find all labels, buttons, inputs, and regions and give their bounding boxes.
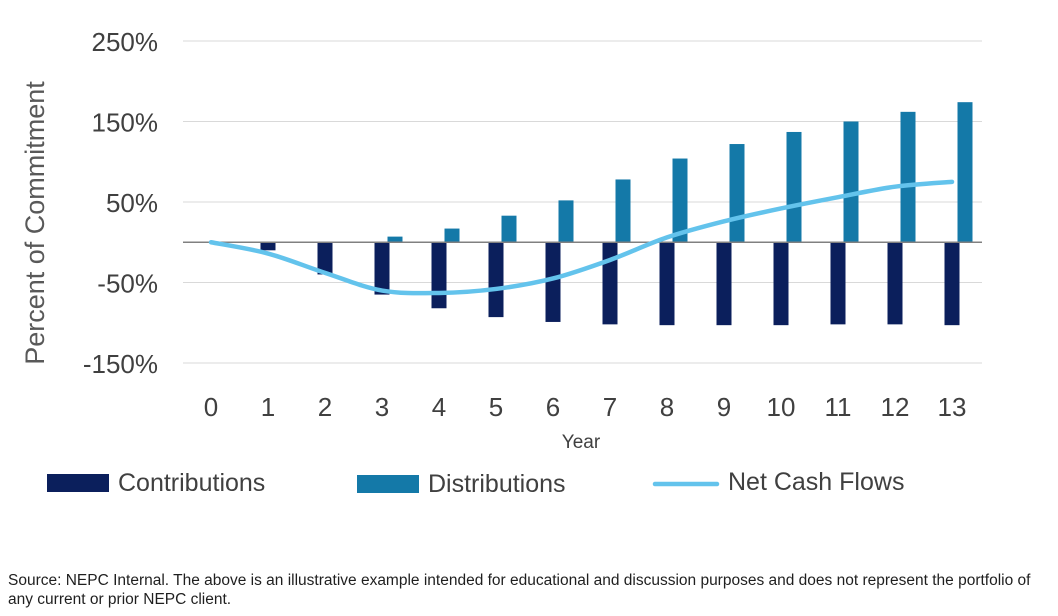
bar-distributions <box>843 121 859 243</box>
bar-distributions <box>558 200 574 243</box>
x-tick-label: 6 <box>546 392 560 422</box>
y-tick-label: 50% <box>106 188 158 218</box>
legend-label-contributions: Contributions <box>118 469 265 497</box>
x-tick-label: 3 <box>375 392 389 422</box>
legend-label-distributions: Distributions <box>428 470 566 498</box>
bar-contributions <box>602 242 618 325</box>
bar-contributions <box>431 242 447 309</box>
net-cash-flows-line <box>208 179 955 296</box>
bar-contributions <box>773 242 789 326</box>
source-footnote: Source: NEPC Internal. The above is an i… <box>8 572 1031 608</box>
bar-distributions <box>957 102 973 243</box>
x-tick-labels: 0 1 2 3 4 5 6 7 8 9 10 11 12 13 <box>204 392 967 422</box>
chart: 250%150%50%-50%-150% 0 1 2 3 4 5 6 7 8 9 10 11 12 13 … <box>20 27 982 498</box>
bar-distributions <box>900 111 916 243</box>
bar-distributions <box>444 228 460 243</box>
bar-contributions <box>659 242 675 326</box>
legend-swatch-contributions <box>47 474 109 492</box>
y-tick-label: 150% <box>92 108 159 138</box>
x-tick-label: 2 <box>318 392 332 422</box>
y-tick-labels: 250% 150% 50% -50% -150% <box>83 27 158 379</box>
gridlines <box>183 40 982 364</box>
x-tick-label: 11 <box>825 392 852 422</box>
distributions-bars <box>387 102 973 243</box>
bar-distributions <box>786 131 802 243</box>
bar-contributions <box>260 242 276 251</box>
bar-contributions <box>830 242 846 325</box>
legend-label-net-cash-flows: Net Cash Flows <box>728 468 904 496</box>
x-tick-label: 12 <box>881 392 910 422</box>
bar-distributions <box>729 144 745 243</box>
y-tick-label: 250% <box>92 27 159 57</box>
x-tick-label: 7 <box>603 392 617 422</box>
x-tick-label: 4 <box>432 392 446 422</box>
bar-contributions <box>317 242 333 275</box>
y-axis-label: Percent of Commitment <box>20 81 50 365</box>
x-tick-label: 9 <box>717 392 731 422</box>
bar-contributions <box>944 242 960 326</box>
y-tick-label: -150% <box>83 349 158 379</box>
y-tick-label: -50% <box>97 269 158 299</box>
bar-distributions <box>387 236 403 243</box>
x-tick-label: 13 <box>938 392 967 422</box>
bar-contributions <box>887 242 903 325</box>
bar-contributions <box>488 242 504 318</box>
x-tick-label: 10 <box>767 392 796 422</box>
bar-distributions <box>672 158 688 243</box>
x-tick-label: 0 <box>204 392 218 422</box>
bar-contributions <box>716 242 732 326</box>
x-tick-label: 1 <box>261 392 275 422</box>
bar-contributions <box>374 242 390 295</box>
x-tick-label: 8 <box>660 392 674 422</box>
x-axis-label: Year <box>562 432 601 453</box>
contributions-bars <box>260 242 960 326</box>
legend-swatch-distributions <box>357 475 419 493</box>
x-tick-label: 5 <box>489 392 503 422</box>
bar-distributions <box>615 179 631 243</box>
legend: Contributions Distributions Net Cash Flo… <box>47 468 904 498</box>
bar-contributions <box>545 242 561 322</box>
bar-distributions <box>501 215 517 243</box>
